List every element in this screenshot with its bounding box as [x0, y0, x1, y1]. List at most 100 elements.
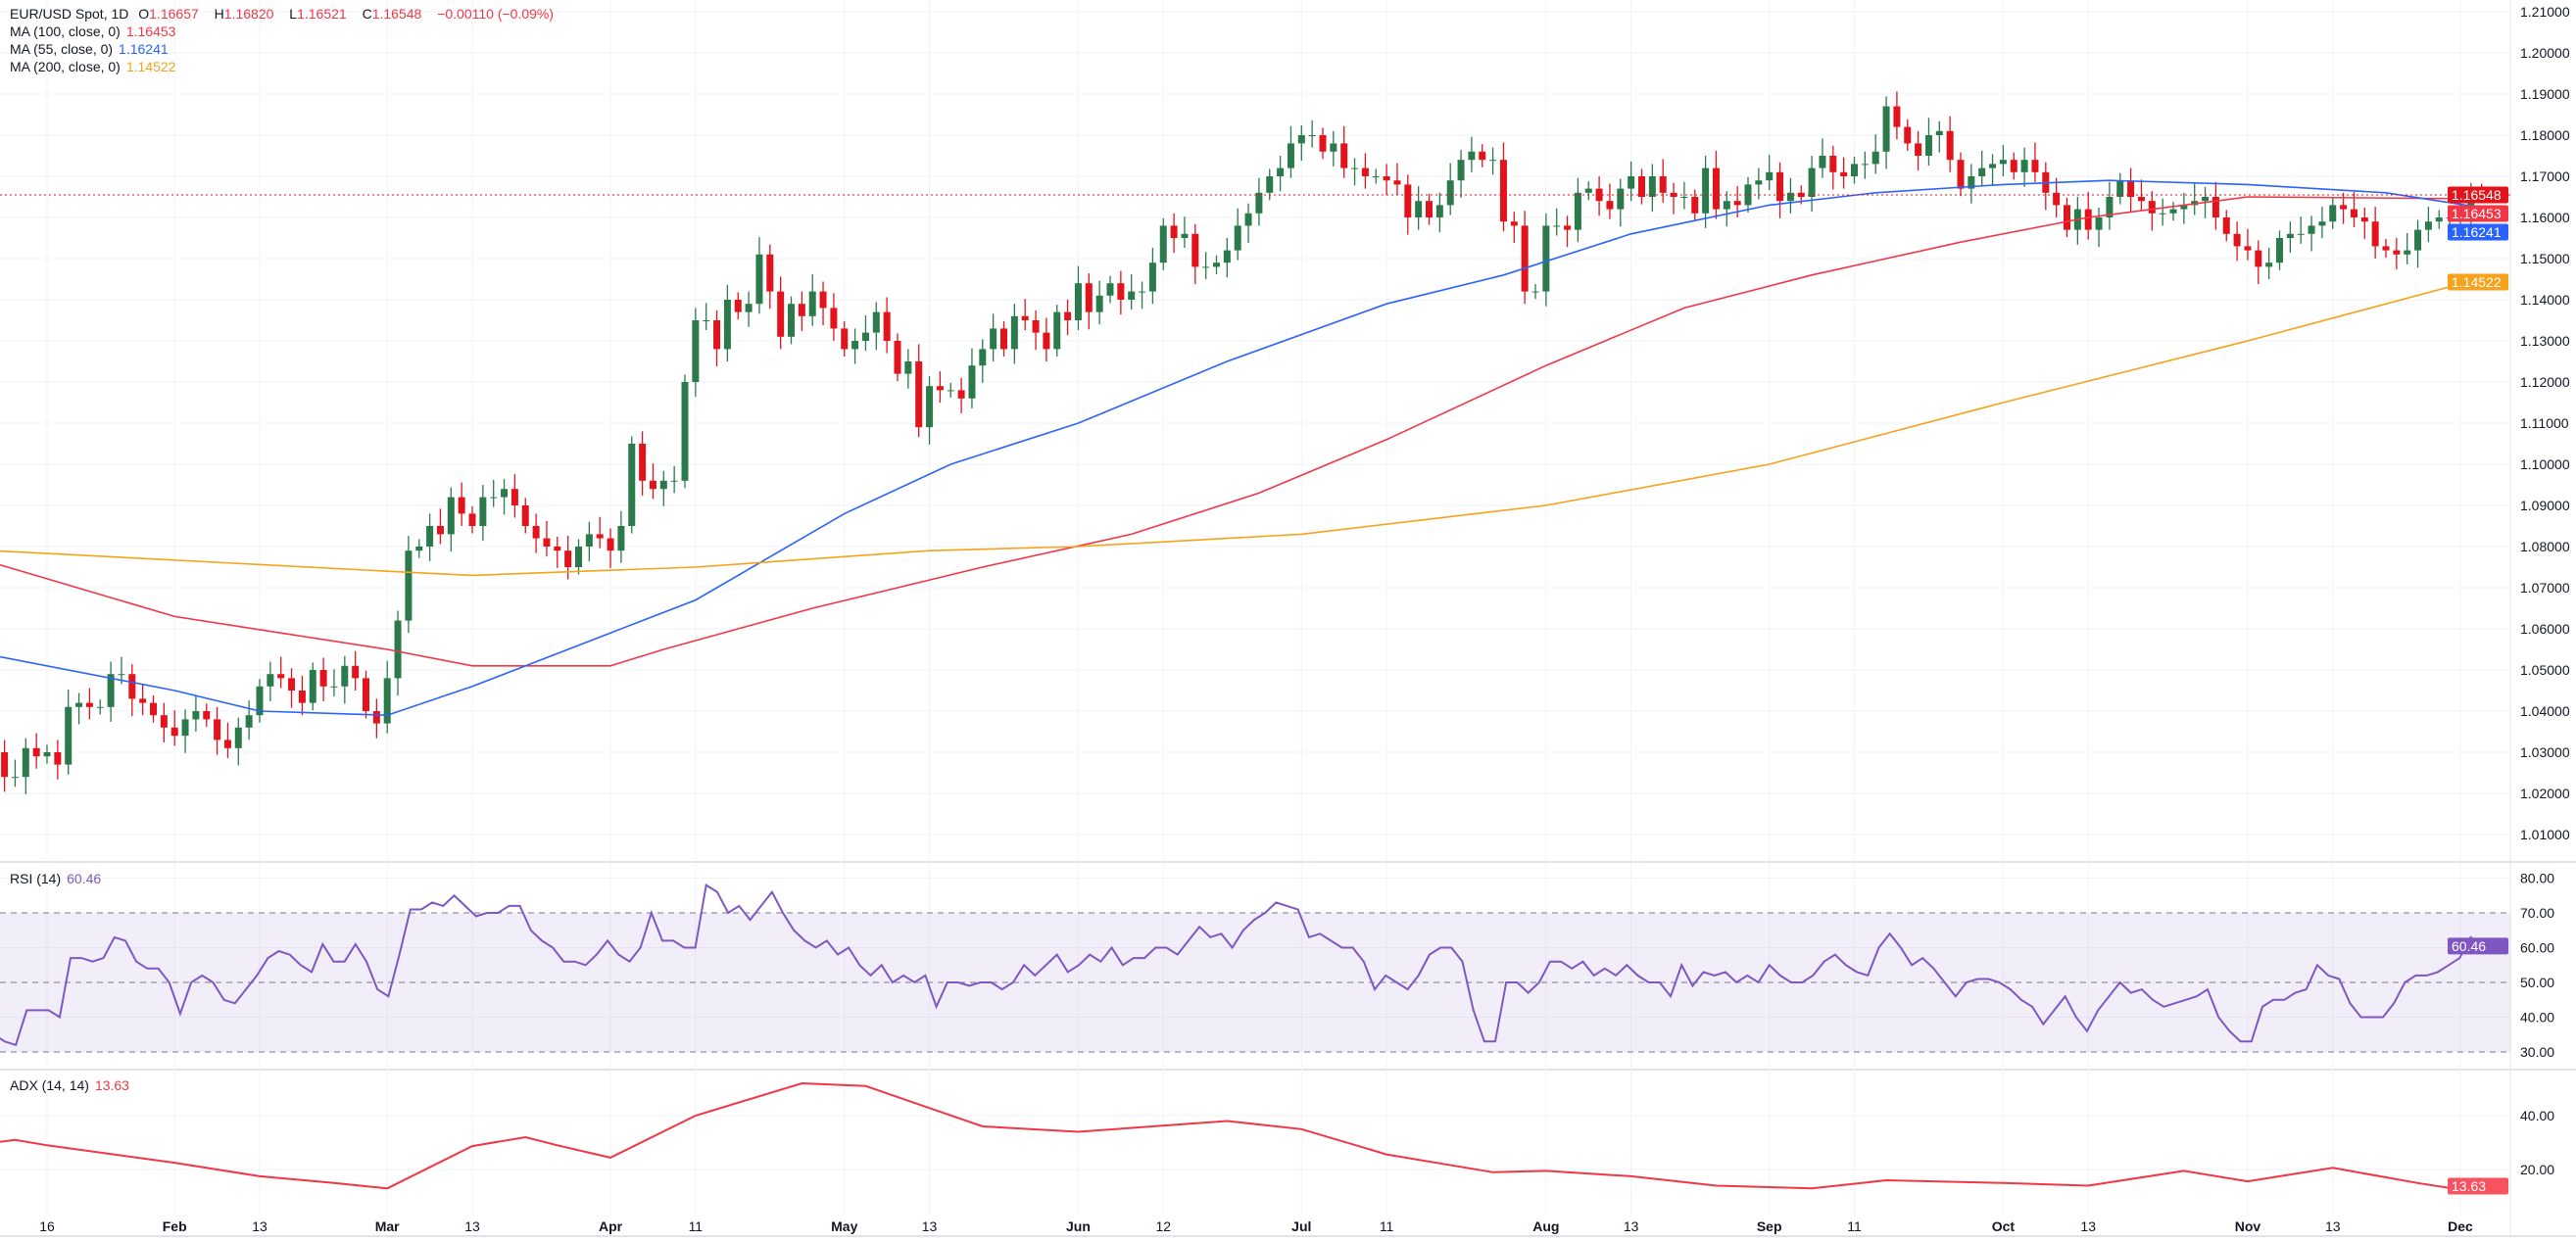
price-badge-ma200-bg — [2448, 273, 2508, 291]
candle-up — [192, 711, 200, 720]
candle-down — [1393, 180, 1401, 185]
candle-up — [234, 727, 242, 748]
adx-value: 13.63 — [94, 1077, 129, 1093]
candle-down — [1191, 233, 1199, 267]
price-tick-label: 1.15000 — [2520, 251, 2570, 266]
candle-up — [1181, 233, 1189, 238]
candle-down — [1893, 106, 1901, 127]
candle-down — [510, 489, 518, 505]
candle-down — [1595, 188, 1603, 202]
candle-down — [2064, 205, 2070, 230]
candle-down — [160, 715, 168, 728]
candle-up — [926, 386, 934, 428]
candle-down — [713, 320, 721, 350]
candle-up — [1223, 250, 1231, 263]
time-tick-label: Nov — [2235, 1218, 2261, 1234]
candle-down — [288, 678, 296, 691]
time-tick-label: 12 — [1155, 1218, 1171, 1234]
candle-down — [85, 702, 93, 707]
candle-up — [1095, 295, 1103, 312]
price-badge-ma200: 1.14522 — [2452, 274, 2502, 290]
candle-up — [330, 686, 338, 688]
candle-up — [1074, 283, 1082, 320]
ohlc-legend: EUR/USD Spot, 1D O1.16657 H1.16820 L1.16… — [10, 6, 559, 22]
candle-down — [819, 291, 827, 309]
candle-up — [1999, 160, 2007, 165]
candle-up — [1255, 192, 1263, 214]
time-tick-label: Feb — [163, 1218, 187, 1234]
candle-up — [22, 747, 29, 778]
candle-down — [2255, 250, 2262, 267]
candle-up — [755, 254, 763, 305]
time-tick-label: 13 — [252, 1218, 267, 1234]
candle-down — [2010, 160, 2017, 172]
candle-up — [575, 547, 582, 567]
candle-up — [947, 390, 954, 392]
price-tick-label: 1.12000 — [2520, 374, 2570, 390]
candle-down — [1564, 225, 1572, 230]
candle-up — [1202, 266, 1210, 268]
candle-up — [2404, 250, 2411, 255]
candle-up — [1468, 151, 1476, 161]
candle-up — [1308, 135, 1316, 136]
candle-down — [1638, 176, 1645, 197]
price-tick-label: 1.07000 — [2520, 580, 2570, 596]
candle-down — [1733, 201, 1741, 206]
candle-down — [352, 665, 360, 679]
candle-down — [1670, 192, 1677, 197]
ma200-label: MA (200, close, 0) — [10, 59, 121, 74]
candle-down — [2244, 246, 2252, 251]
candle-up — [2308, 225, 2315, 234]
candle-up — [1277, 167, 1285, 176]
candle-up — [1148, 263, 1156, 292]
high-value: H1.16820 — [215, 6, 280, 22]
rsi-tick-label: 40.00 — [2520, 1010, 2554, 1026]
change-value: −0.00110 (−0.09%) — [437, 6, 555, 22]
candle-up — [1968, 176, 1975, 189]
time-tick-label: 11 — [1847, 1218, 1862, 1234]
candle-up — [1851, 164, 1858, 176]
candle-up — [1617, 188, 1625, 210]
candle-up — [1287, 143, 1294, 168]
candle-down — [1426, 201, 1433, 217]
candle-up — [659, 480, 667, 490]
candle-up — [968, 365, 976, 399]
candle-up — [1584, 188, 1592, 193]
price-tick-label: 1.11000 — [2520, 415, 2569, 431]
candle-up — [1648, 176, 1656, 197]
candle-down — [1064, 311, 1072, 320]
open-value: O1.16657 — [138, 6, 205, 22]
price-tick-label: 1.10000 — [2520, 456, 2570, 472]
candle-down — [1319, 135, 1327, 152]
close-number: 1.16548 — [371, 6, 422, 22]
candle-down — [894, 341, 901, 374]
time-tick-label: May — [831, 1218, 857, 1234]
candle-up — [1766, 171, 1774, 181]
candle-up — [2169, 209, 2177, 214]
candle-up — [808, 291, 816, 316]
ma200-value: 1.14522 — [125, 59, 176, 74]
rsi-tick-label: 50.00 — [2520, 975, 2554, 990]
candle-down — [1510, 221, 1518, 226]
candle-down — [2393, 250, 2401, 255]
time-tick-label: Aug — [1532, 1218, 1559, 1234]
candle-down — [223, 740, 231, 748]
candle-up — [383, 678, 391, 724]
price-tick-label: 1.05000 — [2520, 662, 2570, 678]
time-tick-label: Mar — [375, 1218, 400, 1234]
candle-up — [267, 674, 274, 687]
time-tick-label: 13 — [922, 1218, 938, 1234]
rsi-tick-label: 30.00 — [2520, 1044, 2554, 1060]
candle-up — [1351, 167, 1359, 169]
candle-down — [2382, 246, 2390, 251]
candle-down — [777, 291, 785, 337]
candle-up — [447, 497, 455, 535]
candle-up — [1924, 135, 1932, 156]
candle-down — [1840, 171, 1848, 176]
candle-up — [490, 497, 498, 499]
candle-down — [532, 526, 540, 539]
candle-down — [2350, 209, 2357, 217]
time-tick-label: 13 — [2080, 1218, 2096, 1234]
